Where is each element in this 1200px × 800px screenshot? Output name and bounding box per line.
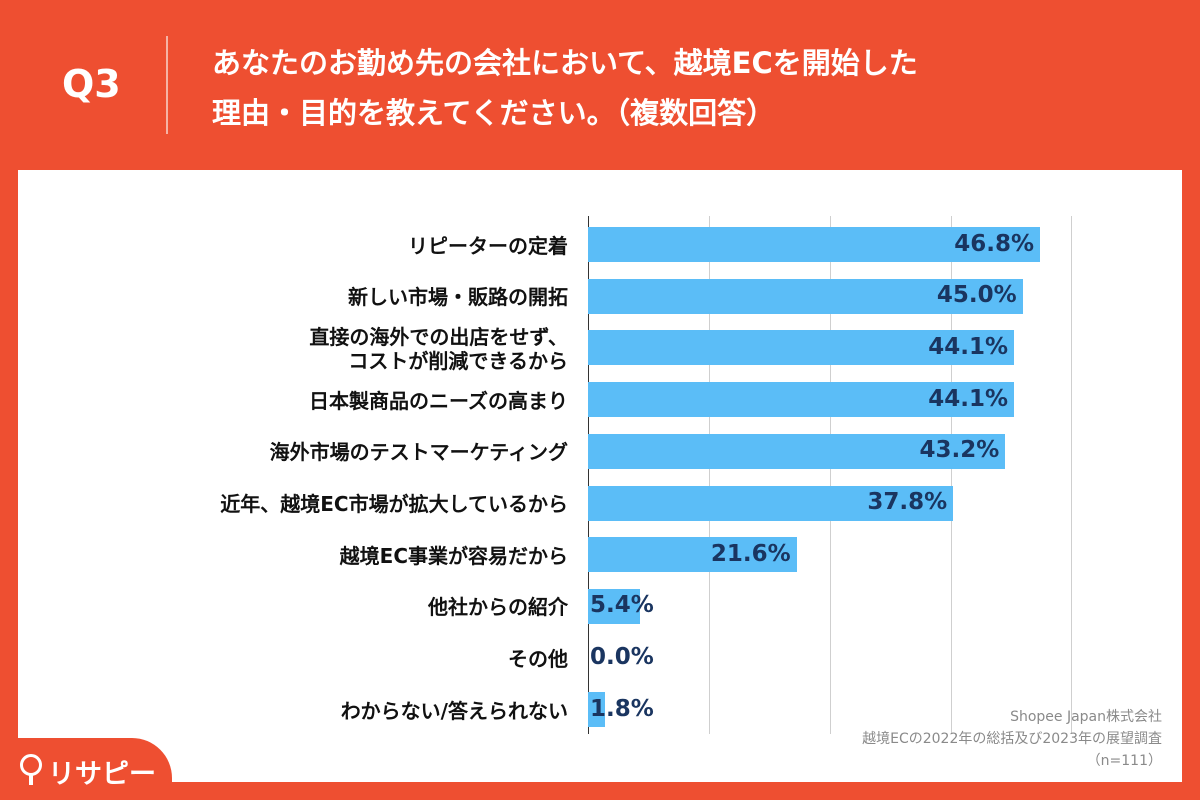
category-label: 他社からの紹介: [428, 595, 568, 620]
bar: [588, 382, 1014, 418]
value-label: 21.6%: [710, 540, 791, 567]
gridline: [951, 216, 952, 734]
bar: [588, 278, 1023, 314]
bar: [588, 330, 1014, 366]
category-label: 直接の海外での出店をせず、 コストが削減できるから: [309, 324, 568, 373]
category-axis-line: [588, 216, 589, 734]
question-line-1: あなたのお勤め先の会社において、越境ECを開始した: [212, 46, 918, 80]
header-divider: [166, 36, 168, 134]
chart-panel: [18, 170, 1182, 782]
category-label: 海外市場のテストマーケティング: [269, 440, 568, 465]
category-label: その他: [508, 647, 568, 672]
value-label: 43.2%: [919, 437, 1000, 464]
bar: [588, 692, 606, 728]
gridline: [1071, 216, 1072, 734]
category-label: 新しい市場・販路の開拓: [348, 285, 568, 310]
category-label: 日本製商品のニーズの高まり: [309, 388, 568, 413]
value-label: 0.0%: [590, 644, 654, 671]
category-label: 近年、越境EC市場が拡大しているから: [220, 492, 568, 516]
question-text: あなたのお勤め先の会社において、越境ECを開始した 理由・目的を教えてください。…: [212, 38, 1172, 138]
location-pin-icon: [20, 754, 42, 785]
brand-logo: リサピー: [0, 738, 172, 800]
value-label: 1.8%: [590, 695, 654, 722]
bar: [588, 227, 1041, 262]
bar: [588, 433, 1006, 469]
value-label: 45.0%: [936, 282, 1017, 309]
source-company: Shopee Japan株式会社: [1010, 709, 1162, 725]
gridline: [830, 216, 831, 734]
bar: [588, 485, 954, 521]
question-line-2: 理由・目的を教えてください。（複数回答）: [212, 96, 776, 130]
category-label: わからない/答えられない: [340, 698, 568, 723]
gridline: [709, 216, 710, 734]
question-number: Q3: [62, 62, 121, 106]
brand-logo-text: リサピー: [48, 759, 156, 790]
source-note: Shopee Japan株式会社 越境ECの2022年の総括及び2023年の展望…: [862, 706, 1162, 772]
value-label: 44.1%: [928, 385, 1008, 412]
category-label: 越境EC事業が容易だから: [339, 543, 568, 568]
source-survey: 越境ECの2022年の総括及び2023年の展望調査: [862, 731, 1162, 747]
value-label: 44.1%: [928, 333, 1008, 360]
bar: [588, 537, 797, 573]
value-label: 46.8%: [954, 230, 1035, 257]
source-sample-size: （n=111）: [1086, 753, 1162, 769]
header: Q3 あなたのお勤め先の会社において、越境ECを開始した 理由・目的を教えてくだ…: [0, 0, 1200, 170]
value-label: 37.8%: [867, 489, 948, 515]
category-label: リピーターの定着: [408, 233, 568, 258]
bar: [588, 588, 641, 624]
value-label: 5.4%: [590, 592, 654, 619]
